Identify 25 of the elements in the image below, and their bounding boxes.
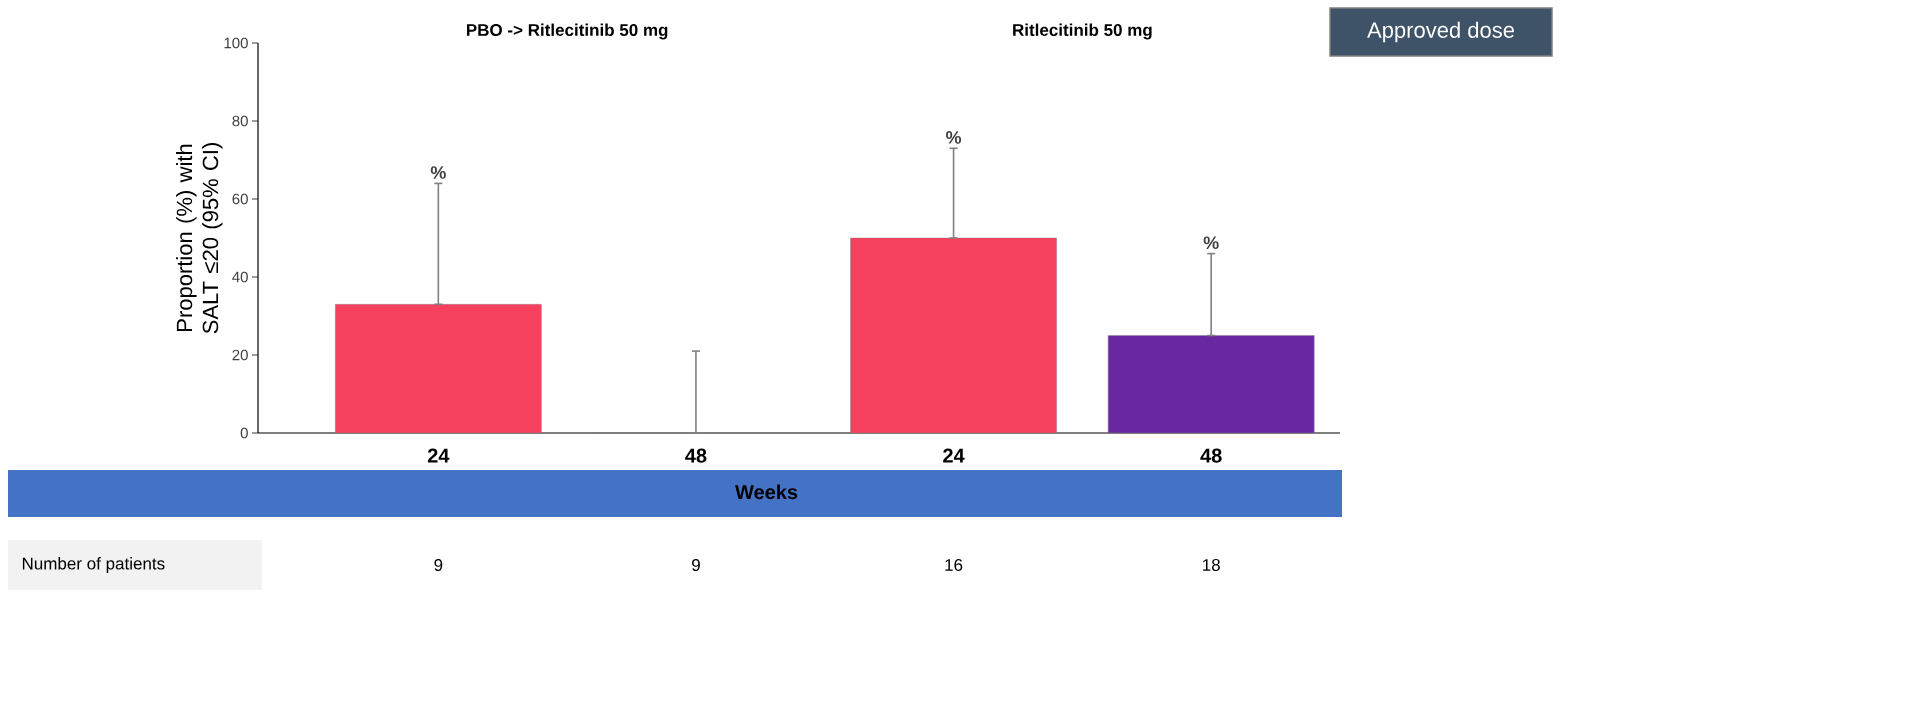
annotation: % xyxy=(430,166,446,179)
x-axis-title: Weeks xyxy=(735,484,798,500)
y-axis-title: Proportion (%) with SALT ≤20 (95% CI) xyxy=(176,143,223,334)
y-tick-label: 40 xyxy=(232,271,248,283)
annotation: % xyxy=(946,131,962,144)
bar xyxy=(335,304,542,434)
y-tick-label: 100 xyxy=(224,37,248,49)
x-tick-label: 48 xyxy=(685,448,707,463)
text: PBO -> Ritlecitinib 50 mg xyxy=(466,23,668,40)
y-tick-label: 20 xyxy=(232,349,248,361)
text: Number of patients xyxy=(22,557,165,573)
y-tick-label: 80 xyxy=(232,115,248,127)
bar xyxy=(850,237,1057,434)
y-tick-label: 0 xyxy=(240,427,248,439)
x-tick-label: 48 xyxy=(1200,448,1222,463)
text: 9 xyxy=(692,558,700,572)
text: Approved dose xyxy=(1367,21,1514,43)
text: Ritlecitinib 50 mg xyxy=(1013,23,1152,40)
text: 18 xyxy=(1203,558,1220,572)
x-tick-label: 24 xyxy=(427,448,450,463)
annotation: % xyxy=(1203,236,1219,250)
text: 9 xyxy=(434,558,443,572)
text: 16 xyxy=(945,558,963,572)
x-tick-label: 24 xyxy=(943,448,965,463)
y-tick-label: 60 xyxy=(232,193,248,205)
